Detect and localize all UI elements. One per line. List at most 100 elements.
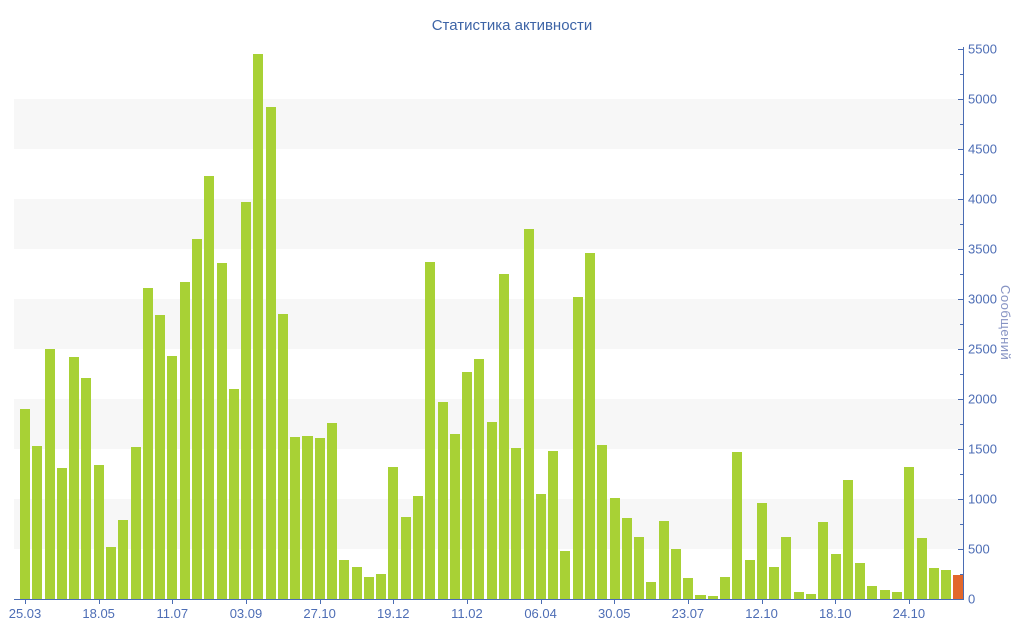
bar-highlighted[interactable] [953,575,964,599]
bar[interactable] [400,517,411,599]
y-tick-label: 3000 [968,291,997,307]
bar[interactable] [720,577,731,599]
bar[interactable] [584,253,595,599]
bar[interactable] [891,592,902,599]
bar[interactable] [683,578,694,599]
bar[interactable] [462,372,473,599]
x-tick-label: 18.10 [818,606,852,621]
bars-container [20,49,964,599]
bar[interactable] [744,560,755,599]
y-axis-title: Сообщений [998,285,1013,361]
bar[interactable] [646,582,657,599]
bar[interactable] [756,503,767,599]
bar[interactable] [597,445,608,599]
y-tick-minor [960,74,963,75]
bar[interactable] [376,574,387,599]
y-tick-minor [960,324,963,325]
bar[interactable] [535,494,546,599]
bar[interactable] [277,314,288,599]
bar[interactable] [216,263,227,599]
bar[interactable] [781,537,792,599]
bar[interactable] [363,577,374,599]
bar[interactable] [572,297,583,599]
bar[interactable] [928,568,939,599]
bar[interactable] [314,438,325,599]
y-tick-label: 1000 [968,491,997,507]
bar[interactable] [437,402,448,599]
bar[interactable] [241,202,252,599]
bar[interactable] [253,54,264,599]
bar[interactable] [191,239,202,599]
x-tick-mark [614,599,616,604]
bar[interactable] [130,447,141,599]
bar[interactable] [941,570,952,599]
bar[interactable] [511,448,522,599]
bar[interactable] [732,452,743,599]
bar[interactable] [670,549,681,599]
bar[interactable] [523,229,534,599]
x-tick-label: 11.07 [156,606,189,621]
bar[interactable] [327,423,338,599]
x-tick-label: 27.10 [303,606,336,621]
bar[interactable] [634,537,645,599]
y-tick-label: 4500 [968,141,997,157]
y-tick-major [958,399,963,400]
bar[interactable] [351,567,362,599]
x-tick-label: 18.05 [82,606,115,621]
bar[interactable] [228,389,239,599]
bar[interactable] [769,567,780,599]
bar[interactable] [560,551,571,599]
bar[interactable] [916,538,927,599]
bar[interactable] [707,596,718,599]
bar[interactable] [339,560,350,599]
y-tick-major [958,49,963,50]
x-tick-label: 03.09 [229,606,263,621]
bar[interactable] [855,563,866,599]
bar[interactable] [413,496,424,599]
bar[interactable] [904,467,915,599]
bar[interactable] [474,359,485,599]
y-tick-label: 500 [968,541,990,557]
bar[interactable] [609,498,620,599]
bar[interactable] [793,592,804,599]
bar[interactable] [621,518,632,599]
bar[interactable] [302,436,313,599]
bar[interactable] [818,522,829,599]
bar[interactable] [204,176,215,599]
bar[interactable] [105,547,116,599]
bar[interactable] [425,262,436,599]
bar[interactable] [93,465,104,599]
bar[interactable] [388,467,399,599]
bar[interactable] [20,409,31,599]
bar[interactable] [486,422,497,599]
bar[interactable] [290,437,301,599]
bar[interactable] [69,357,80,599]
bar[interactable] [498,274,509,599]
bar[interactable] [695,595,706,599]
bar[interactable] [32,446,43,599]
bar[interactable] [548,451,559,599]
bar[interactable] [167,356,178,599]
bar[interactable] [142,288,153,599]
bar[interactable] [449,434,460,599]
bar[interactable] [879,590,890,599]
bar[interactable] [867,586,878,599]
y-tick-minor [960,124,963,125]
y-tick-major [958,249,963,250]
bar[interactable] [56,468,67,599]
y-tick-major [958,299,963,300]
bar[interactable] [265,107,276,599]
x-tick-mark [98,599,100,604]
y-tick-major [958,449,963,450]
bar[interactable] [44,349,55,599]
bar[interactable] [179,282,190,599]
bar[interactable] [830,554,841,599]
bar[interactable] [155,315,166,599]
bar[interactable] [81,378,92,599]
bar[interactable] [806,594,817,599]
bar[interactable] [118,520,129,599]
x-tick-mark [835,599,837,604]
bar[interactable] [842,480,853,599]
x-tick-label: 24.10 [892,606,926,621]
bar[interactable] [658,521,669,599]
